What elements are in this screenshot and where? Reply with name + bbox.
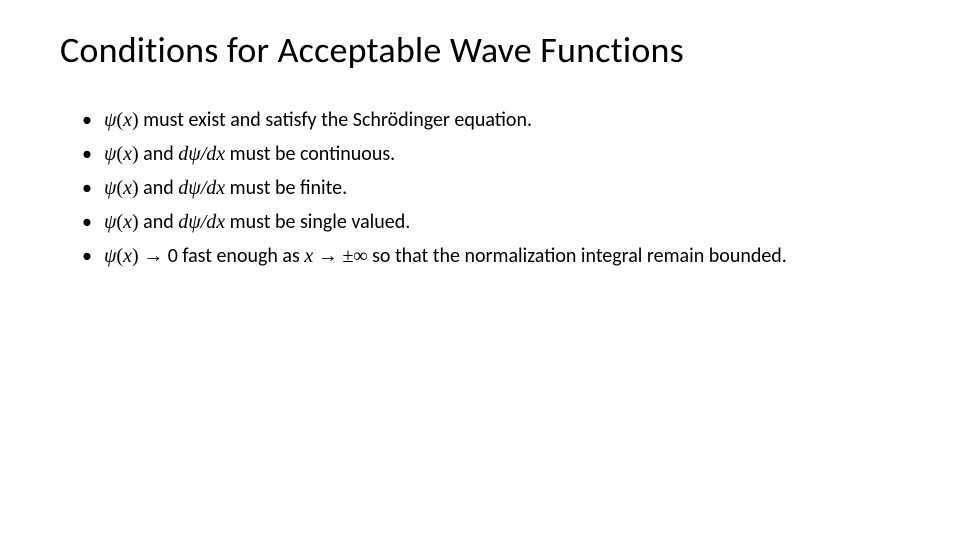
dpsi-dx: dψ/dx — [178, 211, 225, 233]
bullet-2-text-b: must be continuous. — [225, 142, 395, 166]
psi-of-x: ψ(x) — [104, 211, 139, 233]
bullet-4-text-b: must be single valued. — [225, 210, 410, 234]
psi-of-x: ψ(x) — [104, 177, 139, 199]
arrow-icon: → — [143, 245, 163, 267]
bullet-list: ψ(x) must exist and satisfy the Schrödin… — [60, 104, 900, 272]
dpsi-dx: dψ/dx — [178, 143, 225, 165]
bullet-item-1: ψ(x) must exist and satisfy the Schrödin… — [82, 104, 900, 136]
psi-of-x: ψ(x) — [104, 245, 139, 267]
bullet-item-3: ψ(x) and dψ/dx must be finite. — [82, 172, 900, 204]
x-var: x — [304, 245, 313, 267]
bullet-item-4: ψ(x) and dψ/dx must be single valued. — [82, 206, 900, 238]
bullet-item-5: ψ(x) → 0 fast enough as x → ±∞ so that t… — [82, 240, 900, 272]
bullet-4-text-a: and — [139, 210, 179, 234]
arrow-icon: → — [318, 245, 338, 267]
bullet-5-text-d: so that the normalization integral remai… — [368, 244, 787, 268]
bullet-5-text-b: 0 fast enough as — [163, 244, 304, 268]
bullet-item-2: ψ(x) and dψ/dx must be continuous. — [82, 138, 900, 170]
slide-title: Conditions for Acceptable Wave Functions — [60, 28, 900, 72]
pm-infinity: ±∞ — [342, 245, 367, 267]
bullet-2-text-a: and — [139, 142, 179, 166]
psi-of-x: ψ(x) — [104, 143, 139, 165]
dpsi-dx: dψ/dx — [178, 177, 225, 199]
bullet-1-text: must exist and satisfy the Schrödinger e… — [139, 108, 532, 132]
bullet-3-text-a: and — [139, 176, 179, 200]
bullet-3-text-b: must be finite. — [225, 176, 347, 200]
psi-of-x: ψ(x) — [104, 109, 139, 131]
